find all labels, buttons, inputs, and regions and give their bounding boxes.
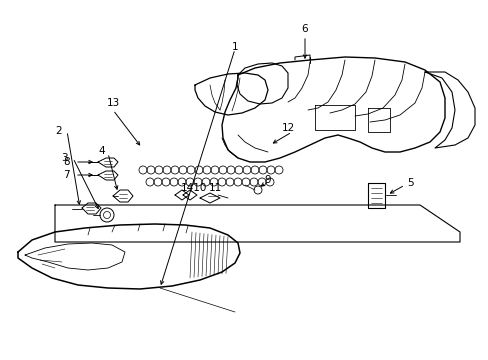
Text: 11: 11 bbox=[208, 183, 221, 193]
Text: 1410: 1410 bbox=[181, 183, 207, 193]
Text: 6: 6 bbox=[301, 24, 307, 34]
Text: 4: 4 bbox=[99, 146, 105, 156]
Text: 1: 1 bbox=[231, 42, 238, 52]
Text: 12: 12 bbox=[281, 123, 294, 133]
Text: 7: 7 bbox=[63, 170, 70, 180]
Text: 2: 2 bbox=[55, 126, 62, 136]
Text: 9: 9 bbox=[264, 175, 271, 185]
Text: 8: 8 bbox=[63, 157, 70, 167]
Text: 5: 5 bbox=[406, 178, 412, 188]
Text: 13: 13 bbox=[106, 98, 120, 108]
Text: 3: 3 bbox=[61, 153, 68, 163]
